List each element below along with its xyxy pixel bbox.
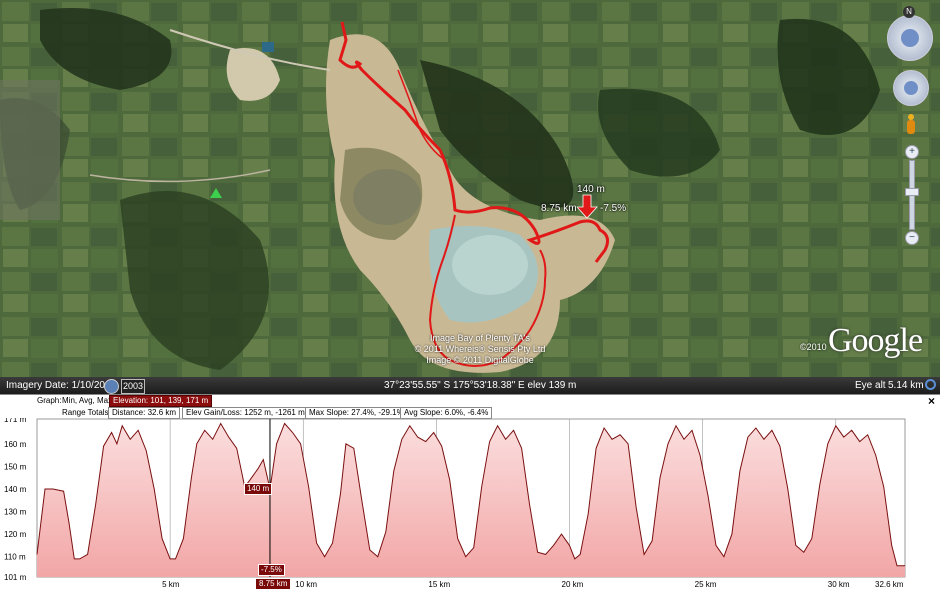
cursor-coordinates: 37°23'55.55" S 175°53'18.38" E elev 139 … xyxy=(384,380,577,391)
map-view[interactable]: 140 m 8.75 km -7.5% Image Bay of Plenty … xyxy=(0,0,940,394)
x-tick-label: 10 km xyxy=(295,580,317,589)
x-tick-label: 32.6 km xyxy=(875,580,904,589)
marker-slope-label: -7.5% xyxy=(600,203,627,214)
elevation-profile-chart[interactable]: 171 m 160 m 150 m 140 m 130 m 120 m 110 m 101 m… xyxy=(0,418,940,592)
elevation-line xyxy=(36,422,905,567)
compass-north-icon[interactable]: N xyxy=(903,6,915,18)
credit-line: Image Bay of Plenty TA's xyxy=(430,333,530,343)
track-cursor-marker xyxy=(576,194,598,219)
y-tick-label: 101 m xyxy=(4,573,27,582)
street-view-pegman-icon[interactable] xyxy=(906,114,916,136)
credit-line: Image © 2011 DigitalGlobe xyxy=(426,355,534,365)
y-tick-label: 171 m xyxy=(4,418,27,424)
marker-distance-label: 8.75 km xyxy=(541,203,577,214)
zoom-out-icon[interactable]: − xyxy=(905,231,919,245)
eye-alt-value: 5.14 km xyxy=(888,380,924,391)
elevation-summary-tab[interactable]: Elevation: 101, 139, 171 m xyxy=(109,395,213,407)
imagery-date: Imagery Date: 1/10/2004 xyxy=(6,380,117,391)
x-tick-label: 25 km xyxy=(695,580,717,589)
zoom-in-icon[interactable]: + xyxy=(905,145,919,159)
historical-imagery-clock-icon[interactable] xyxy=(104,379,119,394)
y-tick-label: 150 m xyxy=(4,462,27,471)
x-tick-label: 5 km xyxy=(162,580,180,589)
google-logo: Google xyxy=(828,322,923,359)
y-tick-label: 130 m xyxy=(4,508,27,517)
streaming-status-icon xyxy=(925,379,936,390)
range-totals-label: Range Totals: xyxy=(62,408,111,417)
look-arrows-icon xyxy=(901,29,919,47)
imagery-credits: Image Bay of Plenty TA's © 2011 Whereis®… xyxy=(400,333,560,366)
x-tick-label: 30 km xyxy=(828,580,850,589)
x-tick-label: 20 km xyxy=(562,580,584,589)
move-arrows-icon xyxy=(904,81,918,95)
look-joystick[interactable] xyxy=(887,15,933,61)
marker-elevation-label: 140 m xyxy=(577,184,605,195)
elevation-area xyxy=(37,423,905,577)
eye-alt-label: Eye alt xyxy=(855,380,886,391)
credit-line: © 2011 Whereis® Sensis Pty Ltd xyxy=(414,344,546,354)
y-tick-label: 140 m xyxy=(4,485,27,494)
x-tick-label: 15 km xyxy=(428,580,450,589)
zoom-slider-handle[interactable] xyxy=(905,188,919,196)
satellite-imagery xyxy=(0,0,940,394)
graph-label: Graph: xyxy=(37,396,62,405)
y-tick-label: 110 m xyxy=(4,553,26,562)
cursor-distance-tooltip: 8.75 km xyxy=(254,578,292,590)
google-copyright: ©2010 xyxy=(800,342,827,352)
status-bar: Imagery Date: 1/10/2004 37°23'55.55" S 1… xyxy=(0,377,940,394)
cursor-elevation-tooltip: 140 m xyxy=(243,482,273,495)
graph-options-link[interactable]: Min, Avg, Max xyxy=(62,396,113,405)
cursor-slope-tooltip: -7.5% xyxy=(257,564,285,576)
y-tick-label: 160 m xyxy=(4,440,27,449)
close-profile-icon[interactable]: × xyxy=(928,394,936,408)
historical-imagery-year-button[interactable]: 2003 xyxy=(121,379,145,394)
move-joystick[interactable] xyxy=(893,70,929,106)
y-tick-label: 120 m xyxy=(4,530,27,539)
